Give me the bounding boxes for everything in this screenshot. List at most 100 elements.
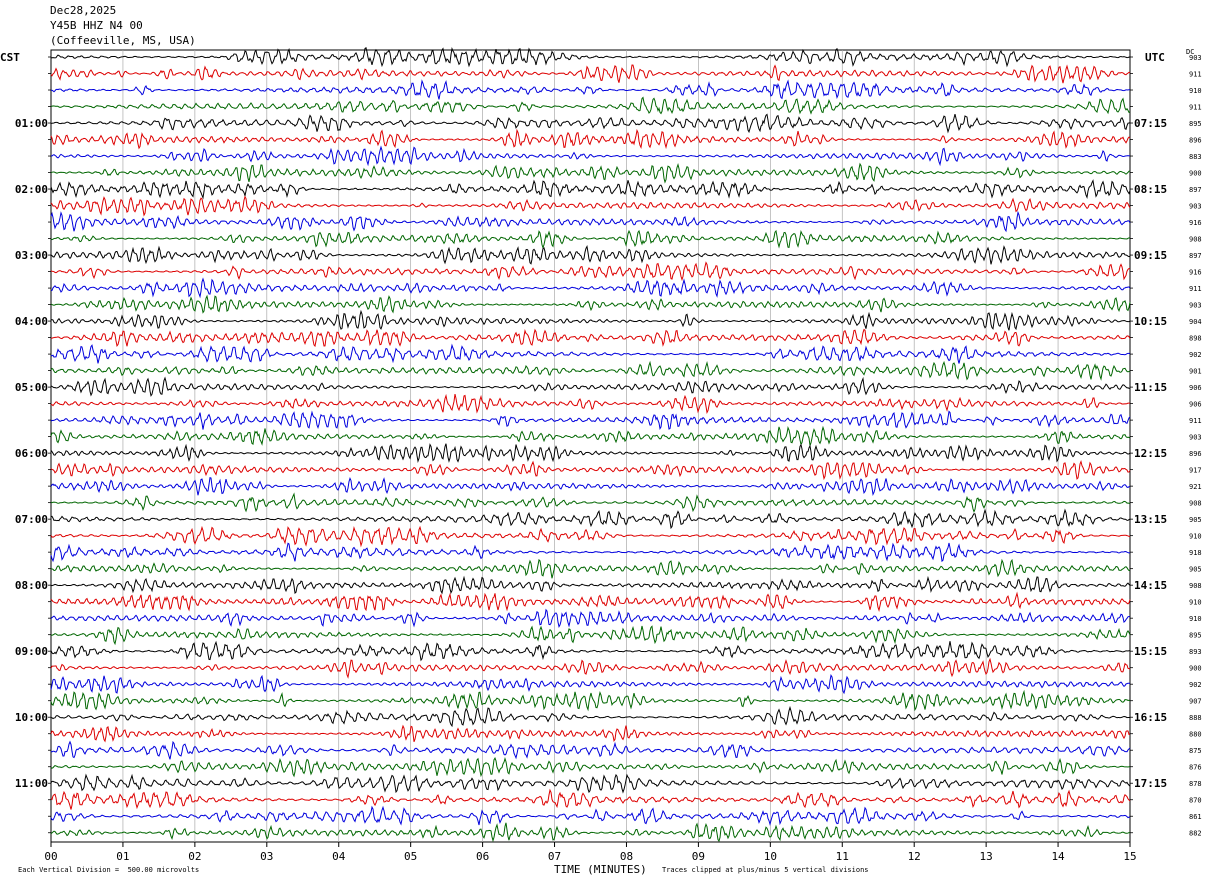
utc-time-label: 09:15: [1134, 249, 1167, 262]
trace-row: [50, 822, 1131, 843]
trace-row: [50, 128, 1131, 150]
dc-value-label: 910: [1189, 599, 1202, 607]
cst-time-label: 01:00: [15, 117, 48, 130]
trace-row: [50, 558, 1131, 579]
dc-value-label: 888: [1189, 714, 1202, 722]
trace-row: [50, 179, 1131, 200]
trace-row: [50, 46, 1131, 68]
header-station: Y45B HHZ N4 00: [50, 19, 143, 32]
dc-value-label: 916: [1189, 219, 1202, 227]
trace-row: [50, 210, 1131, 233]
cst-time-label: 05:00: [15, 381, 48, 394]
trace-row: [50, 376, 1131, 397]
trace-row: [50, 492, 1131, 513]
dc-value-label: 893: [1189, 648, 1202, 656]
trace-row: [50, 673, 1131, 695]
dc-value-label: 900: [1189, 170, 1202, 178]
trace-row: [50, 591, 1131, 612]
dc-value-label: 900: [1189, 665, 1202, 673]
trace-row: [50, 309, 1131, 331]
dc-value-label: 898: [1189, 335, 1202, 343]
label-layer: 00 01 02 03 04 05 06 07 08 09 10 11 12 13 14 15 903 911 91…: [15, 54, 1202, 863]
x-tick-label: 05: [404, 850, 417, 863]
dc-value-label: 896: [1189, 137, 1202, 145]
trace-row: [50, 410, 1131, 430]
trace-row: [50, 261, 1131, 282]
header-date: Dec28,2025: [50, 4, 117, 17]
trace-row: [50, 277, 1131, 299]
trace-row: [50, 145, 1131, 167]
x-axis-title: TIME (MINUTES): [554, 863, 647, 876]
trace-row: [50, 575, 1131, 595]
trace-row: [50, 113, 1131, 134]
x-tick-label: 09: [692, 850, 705, 863]
x-tick-label: 03: [260, 850, 273, 863]
dc-value-label: 903: [1189, 54, 1202, 62]
dc-value-label: 910: [1189, 615, 1202, 623]
trace-row: [50, 773, 1131, 794]
dc-value-label: 902: [1189, 351, 1202, 359]
x-tick-label: 02: [188, 850, 201, 863]
x-tick-label: 15: [1123, 850, 1136, 863]
x-tick-label: 07: [548, 850, 561, 863]
trace-row: [50, 244, 1131, 265]
utc-time-label: 15:15: [1134, 645, 1167, 658]
trace-layer: [50, 46, 1131, 843]
dc-value-label: 911: [1189, 71, 1202, 79]
trace-row: [50, 360, 1131, 381]
trace-row: [50, 608, 1131, 628]
dc-value-label: 897: [1189, 186, 1202, 194]
dc-value-label: 908: [1189, 236, 1202, 244]
trace-row: [50, 459, 1131, 481]
trace-row: [50, 508, 1131, 530]
dc-value-label: 918: [1189, 549, 1202, 557]
dc-value-label: 870: [1189, 797, 1202, 805]
utc-time-label: 16:15: [1134, 711, 1167, 724]
dc-value-label: 910: [1189, 533, 1202, 541]
trace-row: [50, 343, 1131, 364]
trace-row: [50, 476, 1131, 496]
dc-value-label: 903: [1189, 434, 1202, 442]
dc-value-label: 901: [1189, 368, 1202, 376]
utc-time-label: 10:15: [1134, 315, 1167, 328]
dc-value-label: 908: [1189, 500, 1202, 508]
x-tick-label: 14: [1051, 850, 1065, 863]
clip-note: Traces clipped at plus/minus 5 vertical …: [662, 866, 869, 874]
trace-row: [50, 162, 1131, 184]
trace-row: [50, 625, 1131, 646]
trace-row: [50, 788, 1131, 810]
header-location: (Coffeeville, MS, USA): [50, 34, 196, 47]
x-tick-label: 04: [332, 850, 346, 863]
x-tick-label: 08: [620, 850, 633, 863]
dc-value-label: 896: [1189, 450, 1202, 458]
dc-value-label: 902: [1189, 681, 1202, 689]
x-tick-label: 12: [908, 850, 921, 863]
cst-time-label: 07:00: [15, 513, 48, 526]
cst-time-label: 02:00: [15, 183, 48, 196]
dc-value-label: 895: [1189, 632, 1202, 640]
dc-value-label: 911: [1189, 417, 1202, 425]
x-tick-label: 11: [836, 850, 849, 863]
dc-value-label: 906: [1189, 384, 1202, 392]
dc-value-label: 911: [1189, 285, 1202, 293]
dc-value-label: 916: [1189, 269, 1202, 277]
trace-row: [50, 640, 1131, 662]
dc-value-label: 861: [1189, 813, 1202, 821]
utc-time-label: 17:15: [1134, 777, 1167, 790]
cst-time-label: 09:00: [15, 645, 48, 658]
trace-row: [50, 328, 1131, 348]
utc-time-label: 08:15: [1134, 183, 1167, 196]
dc-value-label: 875: [1189, 747, 1202, 755]
dc-value-label: 917: [1189, 467, 1202, 475]
dc-value-label: 905: [1189, 566, 1202, 574]
plot-frame: [50, 49, 1131, 843]
trace-row: [50, 393, 1131, 414]
trace-row: [50, 64, 1131, 84]
cst-time-label: 06:00: [15, 447, 48, 460]
trace-row: [50, 96, 1131, 115]
trace-row: [50, 705, 1131, 728]
trace-row: [50, 79, 1131, 100]
utc-time-label: 13:15: [1134, 513, 1167, 526]
utc-time-label: 14:15: [1134, 579, 1167, 592]
